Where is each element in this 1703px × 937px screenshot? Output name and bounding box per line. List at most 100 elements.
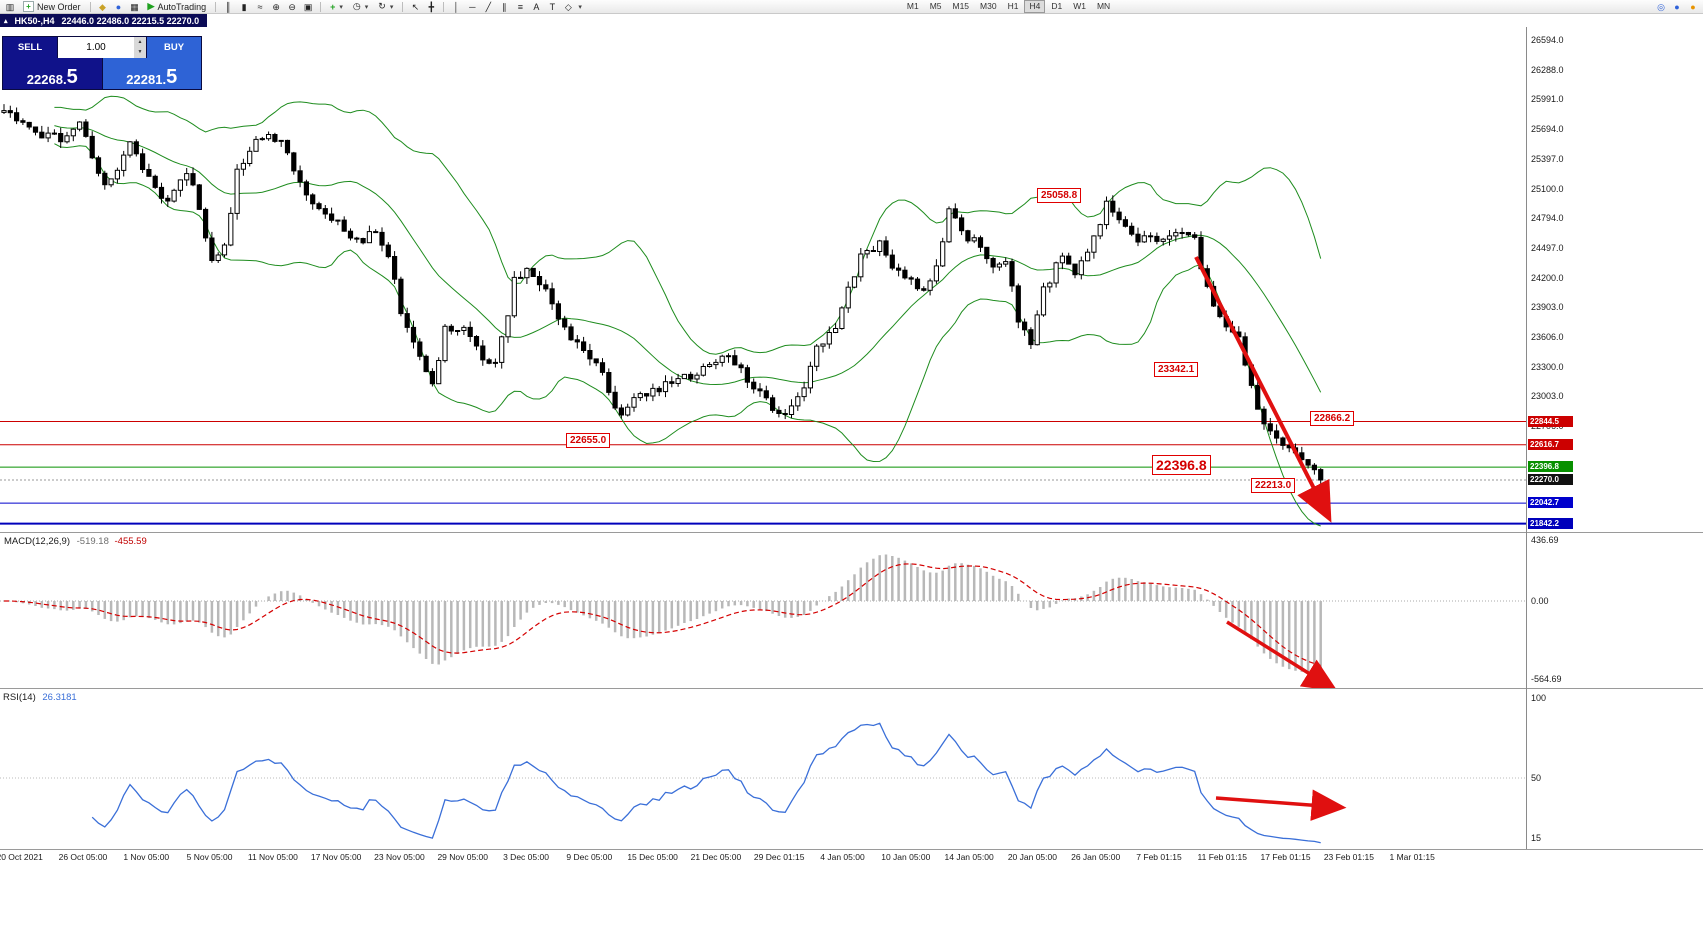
price-annotation-22866.2[interactable]: 22866.2 (1310, 411, 1355, 426)
text-tool-icon[interactable]: A (533, 1, 540, 12)
rsi-arrow[interactable] (1215, 789, 1347, 821)
buy-button[interactable]: BUY (147, 37, 201, 58)
time-axis-label: 15 Dec 05:00 (627, 852, 678, 862)
crosshair-tool-icon[interactable]: ╋ (428, 1, 435, 12)
timeframe-m30[interactable]: M30 (980, 1, 997, 11)
time-axis-label: 3 Dec 05:00 (503, 852, 549, 862)
autotrading-button[interactable]: ▶ AutoTrading (144, 1, 211, 13)
search-icon[interactable]: ◎ (1657, 1, 1665, 12)
price-axis-label: 23606.0 (1531, 332, 1564, 342)
main-price-chart[interactable] (0, 27, 1526, 532)
candlestick-chart-icon[interactable]: ▮ (241, 1, 247, 12)
timeframe-w1[interactable]: W1 (1073, 1, 1086, 11)
chevron-down-icon: ▾ (578, 3, 582, 11)
time-axis-label: 17 Nov 05:00 (310, 852, 362, 862)
rsi-axis[interactable]: 100 50 15 (1527, 691, 1597, 849)
candlesticks (1, 104, 1324, 486)
timeframe-mn[interactable]: MN (1096, 1, 1111, 11)
panel-separator[interactable] (0, 532, 1703, 534)
time-axis-label: 7 Feb 01:15 (1136, 852, 1182, 862)
timeframe-toolbar: M1 M5 M15 M30 H1 H4 D1 W1 MN (902, 0, 1115, 13)
chevron-down-icon: ▾ (389, 3, 394, 11)
macd-value-signal: -455.59 (114, 536, 147, 547)
toolbar: ▥ + New Order ◆ ● ▦ ▶ AutoTrading ║ ▮ ≈ … (0, 0, 1703, 14)
price-axis-label: 26594.0 (1531, 35, 1564, 45)
volume-box: ▲ ▼ (57, 37, 147, 58)
macd-indicator-chart[interactable] (0, 534, 1526, 688)
price-axis-label: 23300.0 (1531, 361, 1564, 372)
live-update-icon[interactable]: ● (1690, 1, 1696, 12)
fibonacci-tool-icon[interactable]: ≡ (517, 1, 523, 12)
line-chart-icon[interactable]: ≈ (257, 1, 263, 12)
volume-down-button[interactable]: ▼ (134, 47, 146, 58)
price-annotation-22655.0[interactable]: 22655.0 (566, 433, 611, 448)
trend-arrow[interactable] (1194, 256, 1332, 523)
time-axis-label: 20 Jan 05:00 (1007, 852, 1057, 862)
price-axis-border (1526, 27, 1527, 849)
symbol-period-label: HK50-,H4 (14, 15, 55, 26)
new-order-button[interactable]: + New Order (19, 1, 85, 13)
ohlc-values: 22446.0 22486.0 22215.5 22270.0 (61, 15, 200, 26)
buy-price-area[interactable]: 22281. 5 (102, 58, 201, 89)
macd-axis[interactable]: 436.69 0.00 -564.69 (1527, 534, 1597, 688)
periods-button[interactable]: ◷ ▾ (349, 1, 372, 13)
autotrading-label: AutoTrading (157, 1, 207, 12)
time-axis-label: 11 Nov 05:00 (247, 852, 298, 862)
shapes-tool-icon[interactable]: ◇ (564, 1, 572, 12)
metaeditor-icon[interactable]: ◆ (99, 1, 106, 12)
templates-button[interactable]: ↻ ▾ (374, 1, 397, 13)
panel-separator[interactable] (0, 688, 1703, 690)
mailbox-icon[interactable]: ▦ (130, 1, 139, 12)
price-axis[interactable]: 26594.0 26288.0 25991.0 25694.0 25397.0 25100… (1527, 27, 1597, 532)
community-icon[interactable]: ● (1674, 1, 1680, 12)
price-annotation-22213.0[interactable]: 22213.0 (1251, 478, 1296, 493)
indicators-button[interactable]: + ▾ (326, 1, 347, 13)
macd-axis-label: 0.00 (1531, 596, 1549, 606)
alerts-icon[interactable]: ● (115, 1, 122, 12)
time-axis[interactable]: 20 Oct 2021 26 Oct 05:00 1 Nov 05:00 5 Nov … (0, 852, 1458, 865)
macd-arrow[interactable] (1226, 620, 1338, 688)
price-axis-label: 24200.0 (1531, 272, 1564, 283)
sell-price-area[interactable]: 22268. 5 (3, 58, 103, 89)
bar-chart-icon[interactable]: ║ (224, 1, 232, 12)
timeframe-h1[interactable]: H1 (1007, 1, 1019, 11)
chart-window-icon: ▥ (5, 1, 15, 12)
cursor-tool-icon[interactable]: ↖ (411, 1, 420, 12)
price-annotation-25058.8[interactable]: 25058.8 (1037, 188, 1082, 203)
time-axis-label: 10 Jan 05:00 (881, 852, 931, 862)
time-axis-label: 9 Dec 05:00 (566, 852, 613, 862)
timeframe-m5[interactable]: M5 (929, 1, 942, 11)
timeframe-d1[interactable]: D1 (1051, 1, 1063, 11)
tile-windows-icon[interactable]: ▣ (303, 1, 313, 12)
indicators-plus-icon: + (330, 1, 336, 12)
rsi-name: RSI(14) (3, 692, 36, 703)
sell-button[interactable]: SELL (3, 37, 57, 58)
timeframe-m15[interactable]: M15 (952, 1, 970, 11)
panel-separator[interactable] (0, 849, 1703, 851)
new-order-label: New Order (37, 1, 81, 12)
time-axis-label: 26 Jan 05:00 (1071, 852, 1121, 862)
vertical-line-tool-icon[interactable]: │ (453, 1, 460, 12)
chevron-down-icon: ▾ (339, 3, 343, 11)
volume-up-button[interactable]: ▲ (134, 37, 146, 48)
price-annotation-23342.1[interactable]: 23342.1 (1154, 362, 1199, 377)
volume-input[interactable] (58, 37, 134, 58)
zoom-in-icon[interactable]: ⊕ (272, 1, 280, 12)
horizontal-line-tool-icon[interactable]: ─ (469, 1, 476, 12)
price-axis-label: 26288.0 (1531, 64, 1564, 75)
price-axis-label: 23903.0 (1531, 302, 1564, 313)
channel-tool-icon[interactable]: ∥ (502, 1, 507, 12)
autotrading-play-icon: ▶ (147, 1, 155, 11)
timeframe-m1[interactable]: M1 (906, 1, 919, 11)
price-tag-22042.7: 22042.7 (1528, 497, 1573, 509)
zoom-out-icon[interactable]: ⊖ (288, 1, 296, 12)
trendline-tool-icon[interactable]: ╱ (485, 1, 492, 12)
timeframe-h4[interactable]: H4 (1024, 0, 1046, 13)
label-tool-icon[interactable]: T (549, 1, 556, 12)
clock-icon: ◷ (352, 1, 361, 11)
rsi-indicator-chart[interactable] (0, 691, 1526, 849)
price-annotation-22396.8[interactable]: 22396.8 (1152, 455, 1211, 475)
price-tag-22270.0: 22270.0 (1528, 474, 1573, 485)
